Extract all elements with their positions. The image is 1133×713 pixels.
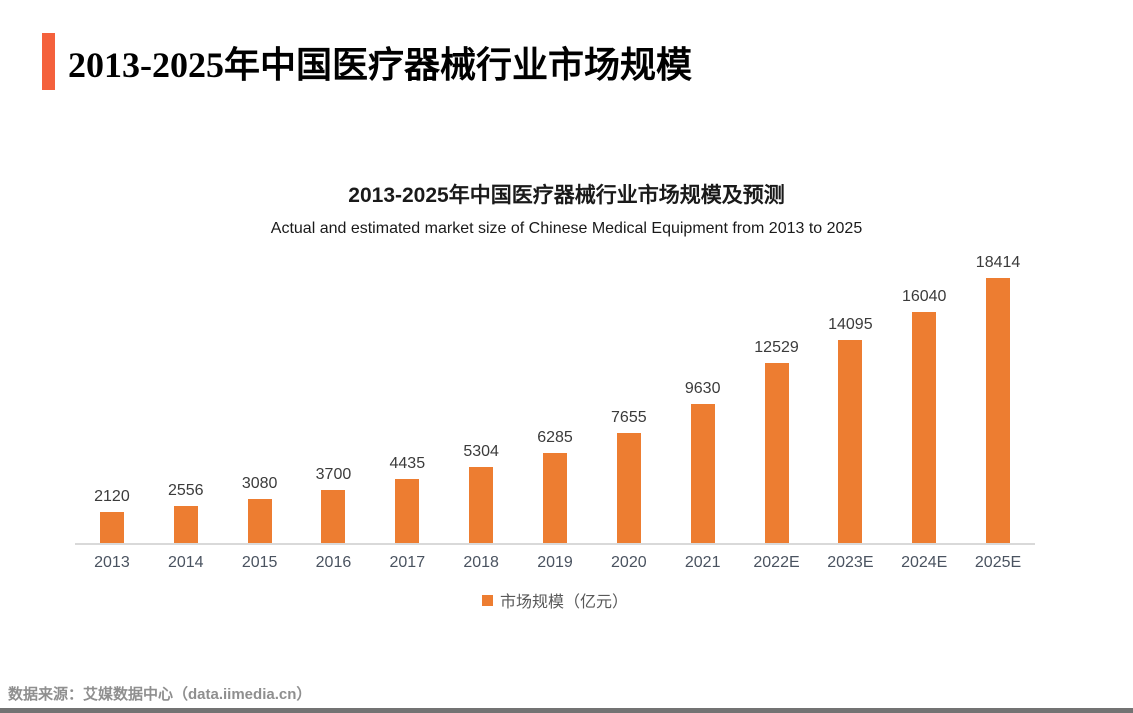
x-axis-label-2019: 2019 xyxy=(537,554,573,571)
bar-value-label: 6285 xyxy=(537,429,573,446)
x-axis-label-2014: 2014 xyxy=(167,554,204,571)
bar-value-label: 14095 xyxy=(828,316,873,333)
x-axis-label-2017: 2017 xyxy=(389,554,426,571)
plot-area: 2120 2556 3080 3700 4435 5304 6285 7655 9630 1252… xyxy=(75,244,1035,545)
bar-column: 2120 xyxy=(75,488,149,543)
legend-swatch-icon xyxy=(481,594,493,606)
bar-2016 xyxy=(321,490,346,543)
bar-column: 14095 xyxy=(813,316,887,543)
bar-value-label: 12529 xyxy=(754,339,799,356)
bar-2024E xyxy=(912,312,937,543)
bar-2022E xyxy=(764,363,789,543)
chart-subtitle: Actual and estimated market size of Chin… xyxy=(270,220,863,237)
bar-2014 xyxy=(173,506,198,543)
bar-value-label: 2120 xyxy=(94,488,130,505)
bar-column: 16040 xyxy=(887,288,961,543)
bar-column: 2556 xyxy=(149,482,223,543)
bar-chart: 2120 2556 3080 3700 4435 5304 6285 7655 9630 1252… xyxy=(75,244,1035,572)
x-axis-label-2013: 2013 xyxy=(94,554,130,571)
bar-2015 xyxy=(247,499,272,543)
bar-2025E xyxy=(986,278,1011,543)
x-axis-label-2022E: 2022E xyxy=(753,554,800,571)
chart-title: 2013-2025年中国医疗器械行业市场规模及预测 xyxy=(348,184,785,207)
x-axis-label-2015: 2015 xyxy=(241,554,278,571)
bar-column: 7655 xyxy=(592,409,666,543)
bar-column: 18414 xyxy=(961,254,1035,543)
x-axis-label-2018: 2018 xyxy=(463,554,499,571)
bar-value-label: 2556 xyxy=(167,482,204,499)
x-axis-label-2016: 2016 xyxy=(315,554,352,571)
bar-value-label: 7655 xyxy=(611,409,647,426)
bar-value-label: 3080 xyxy=(241,475,278,492)
data-source-note: 数据来源：艾媒数据中心（data.iimedia.cn） xyxy=(8,686,312,703)
bar-2017 xyxy=(395,479,420,543)
bar-value-label: 3700 xyxy=(315,466,352,483)
x-axis-label-2025E: 2025E xyxy=(974,554,1022,571)
x-axis-label-2024E: 2024E xyxy=(901,554,948,571)
bar-column: 12529 xyxy=(740,339,814,543)
bar-2019 xyxy=(542,453,567,543)
bar-2013 xyxy=(99,512,124,543)
bar-value-label: 5304 xyxy=(463,443,499,460)
bar-column: 9630 xyxy=(666,380,740,543)
bar-value-label: 4435 xyxy=(389,455,426,472)
x-axis-label-2021: 2021 xyxy=(684,554,721,571)
x-axis-label-2023E: 2023E xyxy=(827,554,874,571)
bar-value-label: 18414 xyxy=(975,254,1021,271)
bar-column: 3700 xyxy=(297,466,371,543)
bar-column: 4435 xyxy=(370,455,444,543)
bar-2020 xyxy=(616,433,641,543)
bar-value-label: 16040 xyxy=(901,288,947,305)
page-title: 2013-2025年中国医疗器械行业市场规模 xyxy=(68,44,692,85)
footer-bottom-bar xyxy=(0,708,1133,713)
chart-title-block: 2013-2025年中国医疗器械行业市场规模及预测 Actual and est… xyxy=(0,179,1133,238)
bar-value-label: 9630 xyxy=(684,380,721,397)
legend-label: 市场规模（亿元） xyxy=(499,594,628,611)
bar-2023E xyxy=(838,340,863,543)
page-header: 2013-2025年中国医疗器械行业市场规模 xyxy=(42,33,692,90)
header-accent-bar xyxy=(42,33,55,90)
bar-column: 5304 xyxy=(444,443,518,543)
x-axis-labels: 2013 2014 2015 2016 2017 2018 2019 2020 2021 2022… xyxy=(75,554,1035,572)
bar-2021 xyxy=(690,404,715,543)
bar-column: 6285 xyxy=(518,429,592,543)
chart-legend: 市场规模（亿元） xyxy=(75,588,1035,612)
x-axis-label-2020: 2020 xyxy=(611,554,647,571)
bar-column: 3080 xyxy=(223,475,297,543)
bar-2018 xyxy=(469,467,494,543)
